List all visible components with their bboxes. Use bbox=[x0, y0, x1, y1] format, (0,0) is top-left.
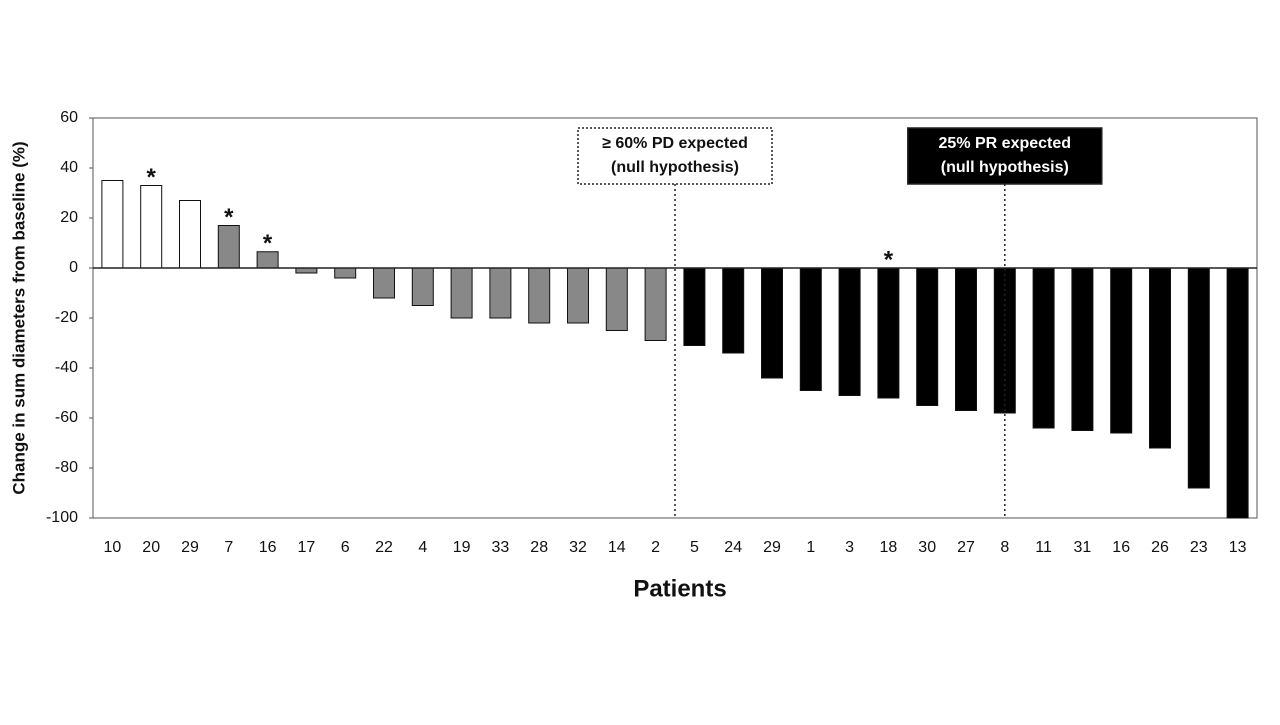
x-tick-label: 26 bbox=[1151, 539, 1169, 556]
x-tick-label: 20 bbox=[142, 539, 160, 556]
bar bbox=[1187, 267, 1210, 489]
x-tick-label: 2 bbox=[651, 539, 660, 556]
x-tick-label: 7 bbox=[224, 539, 233, 556]
bar bbox=[1110, 267, 1133, 434]
x-tick-label: 32 bbox=[569, 539, 587, 556]
y-tick-label: 20 bbox=[60, 209, 78, 226]
y-tick-label: -100 bbox=[46, 509, 78, 526]
x-tick-label: 10 bbox=[104, 539, 122, 556]
x-tick-label: 31 bbox=[1074, 539, 1092, 556]
reference-label: (null hypothesis) bbox=[611, 159, 739, 176]
x-tick-label: 33 bbox=[492, 539, 510, 556]
reference-label: ≥ 60% PD expected bbox=[602, 135, 748, 152]
bar bbox=[644, 267, 667, 341]
bar bbox=[567, 267, 589, 324]
x-tick-label: 29 bbox=[181, 539, 199, 556]
bar bbox=[489, 267, 512, 319]
x-tick-label: 6 bbox=[341, 539, 350, 556]
y-axis-label: Change in sum diameters from baseline (%… bbox=[9, 141, 28, 494]
bar bbox=[955, 267, 977, 411]
bar bbox=[838, 267, 861, 396]
reference-box bbox=[577, 127, 773, 185]
x-tick-label: 17 bbox=[298, 539, 316, 556]
bar bbox=[877, 267, 900, 399]
bar bbox=[101, 180, 124, 269]
x-tick-label: 22 bbox=[375, 539, 393, 556]
x-tick-label: 27 bbox=[957, 539, 975, 556]
reference-label: (null hypothesis) bbox=[941, 159, 1069, 176]
bar bbox=[799, 267, 822, 391]
x-tick-label: 19 bbox=[453, 539, 471, 556]
annotation-star: * bbox=[147, 164, 157, 191]
x-tick-label: 4 bbox=[418, 539, 427, 556]
x-tick-label: 16 bbox=[259, 539, 277, 556]
bar bbox=[1226, 267, 1249, 519]
bar bbox=[1071, 267, 1094, 431]
y-tick-label: -80 bbox=[55, 459, 78, 476]
x-tick-label: 29 bbox=[763, 539, 781, 556]
x-tick-label: 1 bbox=[806, 539, 815, 556]
bar bbox=[683, 267, 706, 346]
reference-box bbox=[907, 127, 1103, 185]
x-tick-label: 28 bbox=[530, 539, 548, 556]
x-tick-label: 16 bbox=[1112, 539, 1130, 556]
annotation-star: * bbox=[884, 246, 894, 273]
x-tick-label: 8 bbox=[1000, 539, 1009, 556]
x-tick-label: 23 bbox=[1190, 539, 1208, 556]
bar bbox=[411, 267, 434, 306]
bar bbox=[179, 200, 201, 269]
x-tick-label: 3 bbox=[845, 539, 854, 556]
bar bbox=[373, 267, 395, 299]
y-tick-label: -20 bbox=[55, 309, 78, 326]
bar bbox=[722, 267, 745, 354]
bar bbox=[140, 185, 163, 269]
bar bbox=[528, 267, 551, 324]
bar bbox=[450, 267, 473, 319]
x-tick-label: 5 bbox=[690, 539, 699, 556]
y-tick-label: -60 bbox=[55, 409, 78, 426]
bar bbox=[761, 267, 783, 379]
x-tick-label: 24 bbox=[724, 539, 742, 556]
x-tick-label: 14 bbox=[608, 539, 626, 556]
x-tick-label: 13 bbox=[1229, 539, 1247, 556]
y-tick-label: 40 bbox=[60, 159, 78, 176]
x-tick-label: 18 bbox=[880, 539, 898, 556]
bar bbox=[217, 225, 240, 269]
bar bbox=[605, 267, 628, 331]
y-tick-label: -40 bbox=[55, 359, 78, 376]
x-tick-label: 30 bbox=[918, 539, 936, 556]
bar bbox=[1149, 267, 1171, 449]
bar bbox=[916, 267, 939, 406]
bar bbox=[1032, 267, 1055, 429]
y-tick-label: 0 bbox=[69, 259, 78, 276]
annotation-star: * bbox=[263, 230, 273, 257]
x-tick-label: 11 bbox=[1035, 539, 1052, 556]
y-tick-label: 60 bbox=[60, 109, 78, 126]
x-axis-label: Patients bbox=[633, 575, 726, 602]
annotation-star: * bbox=[224, 204, 234, 231]
reference-label: 25% PR expected bbox=[939, 135, 1072, 152]
bar bbox=[334, 267, 357, 279]
